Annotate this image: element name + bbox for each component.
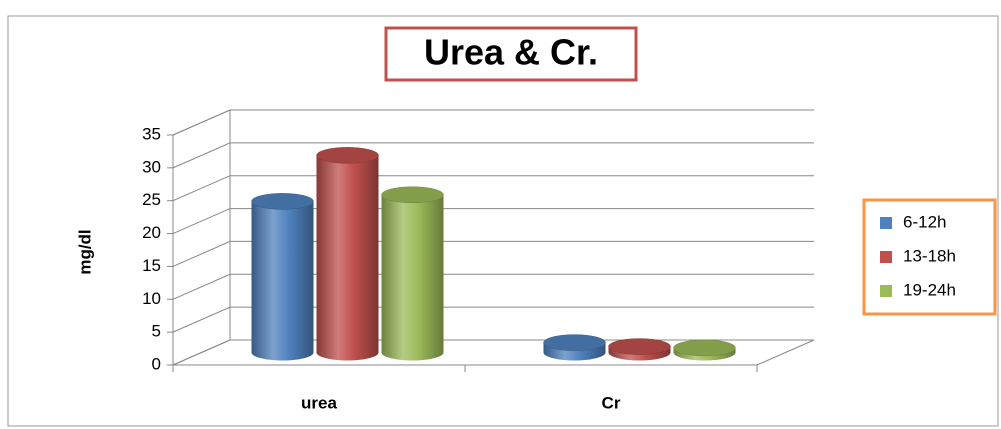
legend-swatch bbox=[880, 285, 892, 297]
y-tick-label: 10 bbox=[142, 289, 161, 308]
chart-title: Urea & Cr. bbox=[424, 32, 598, 73]
y-tick-label: 30 bbox=[142, 157, 161, 176]
grid-line bbox=[172, 339, 814, 366]
x-tick-label: urea bbox=[301, 393, 337, 412]
title-box bbox=[384, 26, 638, 82]
grid-line bbox=[172, 109, 814, 136]
cylinder bbox=[543, 334, 606, 361]
y-tick-label: 5 bbox=[152, 322, 161, 341]
cylinder-top bbox=[608, 338, 671, 355]
cylinder-top bbox=[543, 334, 606, 351]
cylinder-top bbox=[316, 147, 379, 164]
y-tick-label: 0 bbox=[152, 354, 161, 373]
y-tick-label: 15 bbox=[142, 256, 161, 275]
grid-line bbox=[172, 208, 814, 235]
cylinder bbox=[316, 147, 379, 361]
cylinder bbox=[673, 339, 736, 361]
bar bbox=[251, 201, 314, 353]
grid-line bbox=[172, 273, 814, 300]
cylinder-top bbox=[673, 339, 736, 357]
bar bbox=[316, 155, 379, 353]
legend-label: 19-24h bbox=[903, 280, 956, 299]
grid-line bbox=[172, 142, 814, 169]
y-tick-label: 20 bbox=[142, 223, 161, 242]
cylinder bbox=[608, 338, 671, 361]
y-tick-label: 35 bbox=[142, 124, 161, 143]
y-axis-label: mg/dl bbox=[75, 229, 94, 274]
legend-swatch bbox=[880, 251, 892, 263]
legend-label: 13-18h bbox=[903, 246, 956, 265]
cylinder bbox=[381, 186, 444, 361]
grid-line bbox=[172, 175, 814, 202]
bar bbox=[381, 194, 444, 353]
legend-label: 6-12h bbox=[903, 212, 946, 231]
cylinder-top bbox=[251, 193, 314, 210]
legend-swatch bbox=[880, 217, 892, 229]
cylinder-top bbox=[381, 186, 444, 204]
grid-line bbox=[172, 240, 814, 267]
y-tick-label: 25 bbox=[142, 190, 161, 209]
x-tick-label: Cr bbox=[602, 393, 621, 412]
cylinder bbox=[251, 193, 314, 361]
grid-line bbox=[172, 306, 814, 333]
